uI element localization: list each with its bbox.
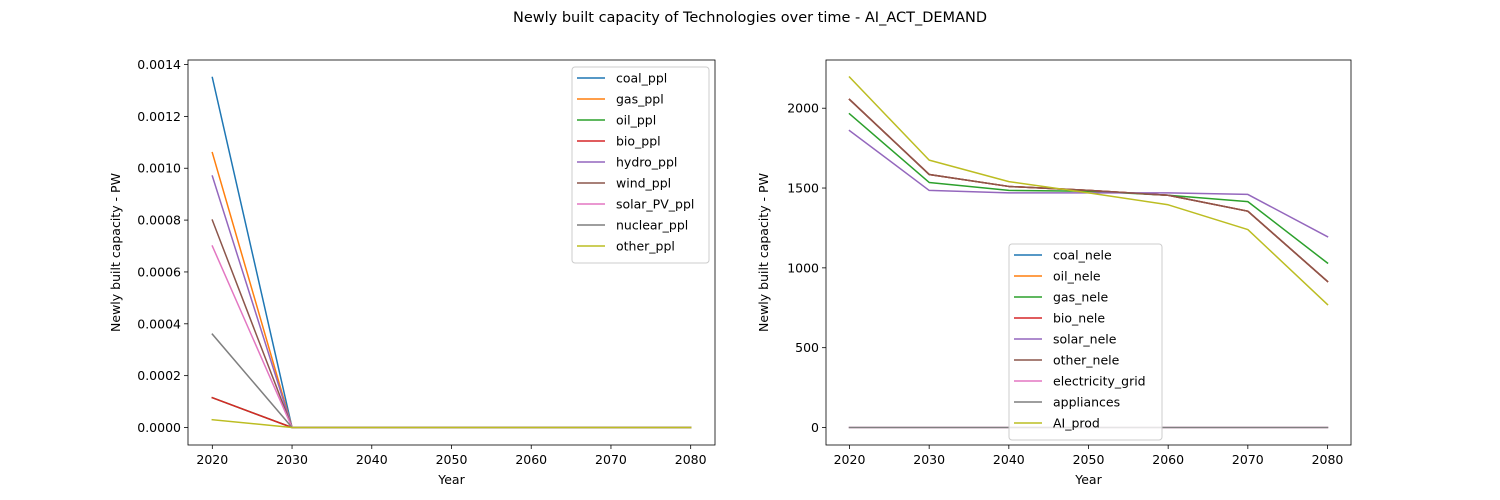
- legend-label-coal_nele: coal_nele: [1053, 248, 1112, 263]
- y-tick-label: 0.0014: [137, 57, 181, 72]
- series-line-other_nele: [848, 98, 1329, 283]
- y-tick-label: 0.0006: [137, 264, 181, 279]
- x-tick-label: 2040: [356, 452, 388, 467]
- legend-label-gas_ppl: gas_ppl: [616, 92, 664, 107]
- legend-label-other_nele: other_nele: [1053, 353, 1120, 368]
- y-tick-label: 1500: [787, 181, 819, 196]
- y-tick-label: 0.0004: [137, 316, 181, 331]
- series-line-AI_prod: [848, 76, 1329, 306]
- x-tick-label: 2020: [196, 452, 228, 467]
- legend: coal_nele oil_nele gas_nele bio_nele solar_n…: [1008, 243, 1163, 441]
- series-line-gas_nele: [848, 112, 1329, 265]
- y-tick-label: 0.0010: [137, 161, 181, 176]
- x-tick-label: 2060: [515, 452, 547, 467]
- right-line-chart: 2020 2030 2040 2050 2060 2070 2080 0 500 1000 1500…: [756, 59, 1352, 487]
- legend-label-oil_nele: oil_nele: [1053, 269, 1101, 284]
- legend-label-appliances: appliances: [1053, 395, 1120, 410]
- legend-label-bio_nele: bio_nele: [1053, 311, 1105, 326]
- legend-label-solar_nele: solar_nele: [1053, 332, 1117, 347]
- y-axis-label: Newly built capacity - PW: [108, 173, 123, 332]
- y-tick-label: 500: [795, 340, 819, 355]
- y-tick-label: 0.0002: [137, 368, 181, 383]
- x-tick-label: 2080: [675, 452, 707, 467]
- y-tick-label: 0: [811, 420, 819, 435]
- legend-label-wind_ppl: wind_ppl: [616, 176, 671, 191]
- x-tick-label: 2050: [436, 452, 468, 467]
- figure-title: Newly built capacity of Technologies ove…: [513, 10, 987, 26]
- x-axis-label: Year: [437, 472, 465, 487]
- legend-box: [1008, 243, 1163, 441]
- x-axis-label: Year: [1074, 472, 1102, 487]
- x-tick-label: 2040: [993, 452, 1025, 467]
- legend-label-electricity_grid: electricity_grid: [1053, 374, 1146, 389]
- legend-label-other_ppl: other_ppl: [616, 239, 675, 254]
- legend-label-hydro_ppl: hydro_ppl: [616, 155, 677, 170]
- x-tick-label: 2080: [1312, 452, 1344, 467]
- legend-label-coal_ppl: coal_ppl: [616, 71, 667, 86]
- x-tick-label: 2030: [276, 452, 308, 467]
- x-tick-label: 2070: [1232, 452, 1264, 467]
- x-tick-label: 2070: [595, 452, 627, 467]
- legend-label-nuclear_ppl: nuclear_ppl: [616, 218, 688, 233]
- legend-label-AI_prod: AI_prod: [1053, 416, 1100, 431]
- legend-label-gas_nele: gas_nele: [1053, 290, 1108, 305]
- y-tick-label: 1000: [787, 260, 819, 275]
- left-line-chart: 2020 2030 2040 2050 2060 2070 2080 0.0000 0.0002…: [108, 57, 716, 487]
- y-tick-label: 0.0008: [137, 213, 181, 228]
- x-tick-label: 2060: [1152, 452, 1184, 467]
- x-tick-label: 2050: [1073, 452, 1105, 467]
- y-tick-label: 0.0000: [137, 420, 181, 435]
- legend-label-oil_ppl: oil_ppl: [616, 113, 656, 128]
- series-line-nuclear_ppl: [211, 333, 692, 429]
- series-line-other_ppl: [211, 418, 692, 429]
- legend-label-solar_PV_ppl: solar_PV_ppl: [616, 197, 694, 212]
- series-line-solar_nele: [848, 129, 1329, 238]
- legend-box: [571, 66, 710, 264]
- legend-label-bio_ppl: bio_ppl: [616, 134, 661, 149]
- legend: coal_ppl gas_ppl oil_ppl bio_ppl hydro_pplwi…: [571, 66, 710, 264]
- y-tick-label: 0.0012: [137, 109, 181, 124]
- x-tick-label: 2030: [913, 452, 945, 467]
- x-tick-label: 2020: [834, 452, 866, 467]
- y-tick-label: 2000: [787, 101, 819, 116]
- y-axis-label: Newly built capacity - PW: [756, 173, 771, 332]
